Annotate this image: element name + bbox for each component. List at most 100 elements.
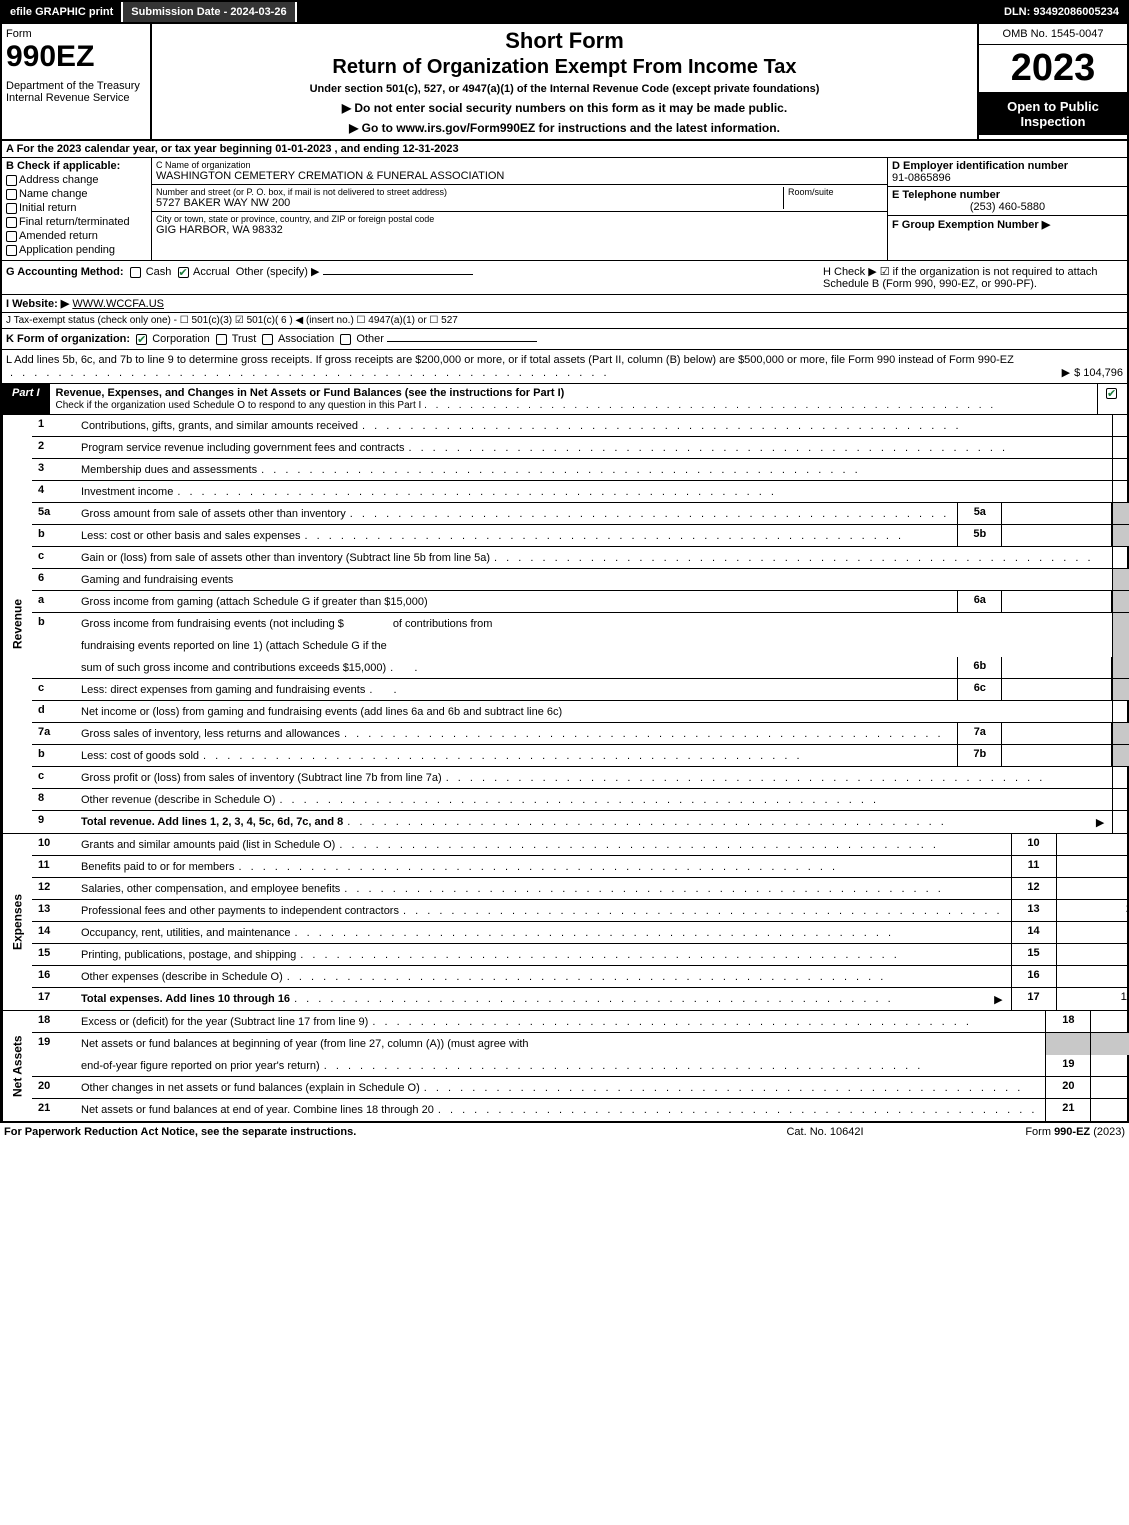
line-17-num: 17 <box>32 988 77 1010</box>
line-2-desc: Program service revenue including govern… <box>81 442 404 454</box>
header-center: Short Form Return of Organization Exempt… <box>152 24 977 139</box>
initial-return-label: Initial return <box>19 202 76 214</box>
part-1-check-line: Check if the organization used Schedule … <box>56 400 997 411</box>
schedule-b-check: H Check ▶ ☑ if the organization is not r… <box>823 265 1123 290</box>
association-label: Association <box>278 333 334 345</box>
accrual-checkbox[interactable] <box>178 267 189 278</box>
line-1-num: 1 <box>32 415 77 436</box>
line-6b-1: b Gross income from fundraising events (… <box>32 613 1129 635</box>
final-return-checkbox[interactable] <box>6 217 17 228</box>
corporation-checkbox[interactable] <box>136 334 147 345</box>
line-5c: c Gain or (loss) from sale of assets oth… <box>32 547 1129 569</box>
omb-number: OMB No. 1545-0047 <box>979 24 1127 45</box>
line-4-desc: Investment income <box>81 486 173 498</box>
line-5a-desc: Gross amount from sale of assets other t… <box>81 508 346 520</box>
line-6a-subamt <box>1002 591 1112 612</box>
row-l-text: L Add lines 5b, 6c, and 7b to line 9 to … <box>6 354 1014 366</box>
line-7b-subamt <box>1002 745 1112 766</box>
name-change-label: Name change <box>19 188 88 200</box>
line-6b-desc2: fundraising events reported on line 1) (… <box>81 640 387 652</box>
ein-label: D Employer identification number <box>892 160 1123 172</box>
line-6a-subnum: 6a <box>957 591 1002 612</box>
line-7c-rnum: 7c <box>1112 767 1129 788</box>
line-14-desc: Occupancy, rent, utilities, and maintena… <box>81 927 291 939</box>
line-6b-num: b <box>32 613 77 635</box>
amended-return-checkbox[interactable] <box>6 231 17 242</box>
name-change-checkbox[interactable] <box>6 189 17 200</box>
line-6-num: 6 <box>32 569 77 590</box>
row-j-tax-exempt: J Tax-exempt status (check only one) - ☐… <box>0 313 1129 329</box>
line-20-rnum: 20 <box>1045 1077 1090 1098</box>
line-3-rnum: 3 <box>1112 459 1129 480</box>
ein-value: 91-0865896 <box>892 172 1123 184</box>
catalog-number: Cat. No. 10642I <box>725 1126 925 1138</box>
line-6b-desc-contrib: of contributions from <box>393 618 493 630</box>
line-15-num: 15 <box>32 944 77 965</box>
line-5b: b Less: cost or other basis and sales ex… <box>32 525 1129 547</box>
revenue-section: Revenue 1 Contributions, gifts, grants, … <box>0 415 1129 834</box>
other-org-checkbox[interactable] <box>340 334 351 345</box>
association-checkbox[interactable] <box>262 334 273 345</box>
line-16-rnum: 16 <box>1011 966 1056 987</box>
part-1-title: Revenue, Expenses, and Changes in Net As… <box>50 384 1097 414</box>
line-6c-desc: Less: direct expenses from gaming and fu… <box>81 684 365 696</box>
part-1-header: Part I Revenue, Expenses, and Changes in… <box>0 384 1129 415</box>
application-pending-checkbox[interactable] <box>6 245 17 256</box>
department-label: Department of the Treasury Internal Reve… <box>6 80 146 104</box>
row-i-website: I Website: ▶ WWW.WCCFA.US <box>0 295 1129 313</box>
line-7a-subnum: 7a <box>957 723 1002 744</box>
submission-date-button[interactable]: Submission Date - 2024-03-26 <box>123 2 296 22</box>
line-1: 1 Contributions, gifts, grants, and simi… <box>32 415 1129 437</box>
line-17-rnum: 17 <box>1011 988 1056 1010</box>
part-1-checkbox-cell <box>1097 384 1127 414</box>
efile-print-button[interactable]: efile GRAPHIC print <box>2 2 123 22</box>
org-name: WASHINGTON CEMETERY CREMATION & FUNERAL … <box>156 170 883 182</box>
line-6b-subnum: 6b <box>957 657 1002 678</box>
line-7a-num: 7a <box>32 723 77 744</box>
line-15-amount <box>1056 944 1129 965</box>
address-change-checkbox[interactable] <box>6 175 17 186</box>
line-6b1-rnum-shaded <box>1112 613 1129 635</box>
accounting-method: G Accounting Method: Cash Accrual Other … <box>6 265 823 290</box>
col-b-header: B Check if applicable: <box>6 160 147 172</box>
expenses-section: Expenses 10 Grants and similar amounts p… <box>0 834 1129 1011</box>
section-b-to-f: B Check if applicable: Address change Na… <box>0 158 1129 261</box>
line-16: 16 Other expenses (describe in Schedule … <box>32 966 1129 988</box>
line-6d-rnum: 6d <box>1112 701 1129 722</box>
line-6-desc: Gaming and fundraising events <box>81 574 233 586</box>
ssn-warning: ▶ Do not enter social security numbers o… <box>156 101 973 115</box>
phone-label: E Telephone number <box>892 189 1123 201</box>
line-21-num: 21 <box>32 1099 77 1121</box>
line-19-2: end-of-year figure reported on prior yea… <box>32 1055 1129 1077</box>
street-address: 5727 BAKER WAY NW 200 <box>156 197 783 209</box>
short-form-title: Short Form <box>156 28 973 54</box>
line-11-amount <box>1056 856 1129 877</box>
line-21-amount: 17,995 <box>1090 1099 1129 1121</box>
line-20: 20 Other changes in net assets or fund b… <box>32 1077 1129 1099</box>
trust-checkbox[interactable] <box>216 334 227 345</box>
line-1-desc: Contributions, gifts, grants, and simila… <box>81 420 358 432</box>
line-7b-subnum: 7b <box>957 745 1002 766</box>
line-6d-num: d <box>32 701 77 722</box>
net-assets-section: Net Assets 18 Excess or (deficit) for th… <box>0 1011 1129 1123</box>
line-8-rnum: 8 <box>1112 789 1129 810</box>
row-l-amount: $ 104,796 <box>1074 367 1123 379</box>
line-4: 4 Investment income. . . . . . . . . . .… <box>32 481 1129 503</box>
other-specify-line <box>323 274 473 275</box>
form-title: Return of Organization Exempt From Incom… <box>156 56 973 79</box>
line-13-num: 13 <box>32 900 77 921</box>
cash-checkbox[interactable] <box>130 267 141 278</box>
line-7b-desc: Less: cost of goods sold <box>81 750 199 762</box>
initial-return-checkbox[interactable] <box>6 203 17 214</box>
line-13-desc: Professional fees and other payments to … <box>81 905 399 917</box>
final-return-label: Final return/terminated <box>19 216 130 228</box>
line-6c-subnum: 6c <box>957 679 1002 700</box>
line-15-desc: Printing, publications, postage, and shi… <box>81 949 296 961</box>
line-13: 13 Professional fees and other payments … <box>32 900 1129 922</box>
line-12-amount <box>1056 878 1129 899</box>
schedule-o-checkbox[interactable] <box>1106 388 1117 399</box>
line-2: 2 Program service revenue including gove… <box>32 437 1129 459</box>
line-20-num: 20 <box>32 1077 77 1098</box>
form-ref: Form 990-EZ (2023) <box>925 1126 1125 1138</box>
website-value: WWW.WCCFA.US <box>72 298 164 310</box>
